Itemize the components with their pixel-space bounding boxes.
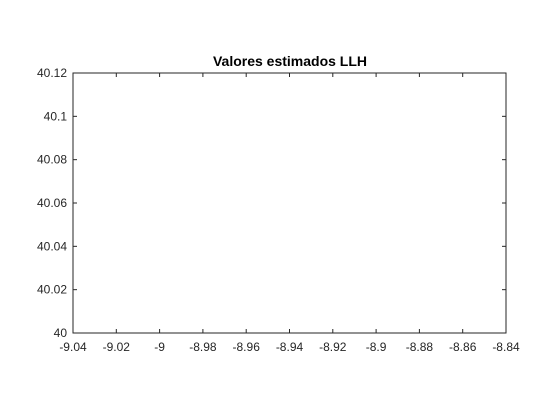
x-tick-label: -9 bbox=[154, 340, 165, 354]
x-tick-label: -8.86 bbox=[449, 340, 477, 354]
x-tick-label: -8.96 bbox=[233, 340, 261, 354]
x-tick-label: -8.88 bbox=[406, 340, 434, 354]
axes-box bbox=[72, 72, 507, 334]
y-tick-label: 40.08 bbox=[37, 153, 67, 167]
y-tick-label: 40.06 bbox=[37, 196, 67, 210]
x-tick-label: -8.84 bbox=[492, 340, 520, 354]
x-tick-labels: -9.04 -9.02 -9 -8.98 -8.96 -8.94 -8.92 -8.9 -8.8… bbox=[59, 340, 520, 354]
y-tick-label: 40.02 bbox=[37, 283, 67, 297]
y-tick-label: 40.04 bbox=[37, 239, 67, 253]
x-tick-label: -8.98 bbox=[189, 340, 217, 354]
x-tick-label: -8.9 bbox=[366, 340, 387, 354]
x-tick-label: -9.04 bbox=[59, 340, 87, 354]
y-tick-label: 40 bbox=[54, 326, 68, 340]
x-tick-label: -8.92 bbox=[319, 340, 347, 354]
x-tick-label: -9.02 bbox=[103, 340, 131, 354]
y-tick-label: 40.12 bbox=[37, 66, 67, 80]
y-tick-labels: 40 40.02 40.04 40.06 40.08 40.1 40.12 bbox=[37, 66, 67, 340]
chart-title: Valores estimados LLH bbox=[213, 53, 367, 69]
tick-marks bbox=[72, 72, 507, 334]
x-tick-label: -8.94 bbox=[276, 340, 304, 354]
y-tick-label: 40.1 bbox=[44, 109, 68, 123]
